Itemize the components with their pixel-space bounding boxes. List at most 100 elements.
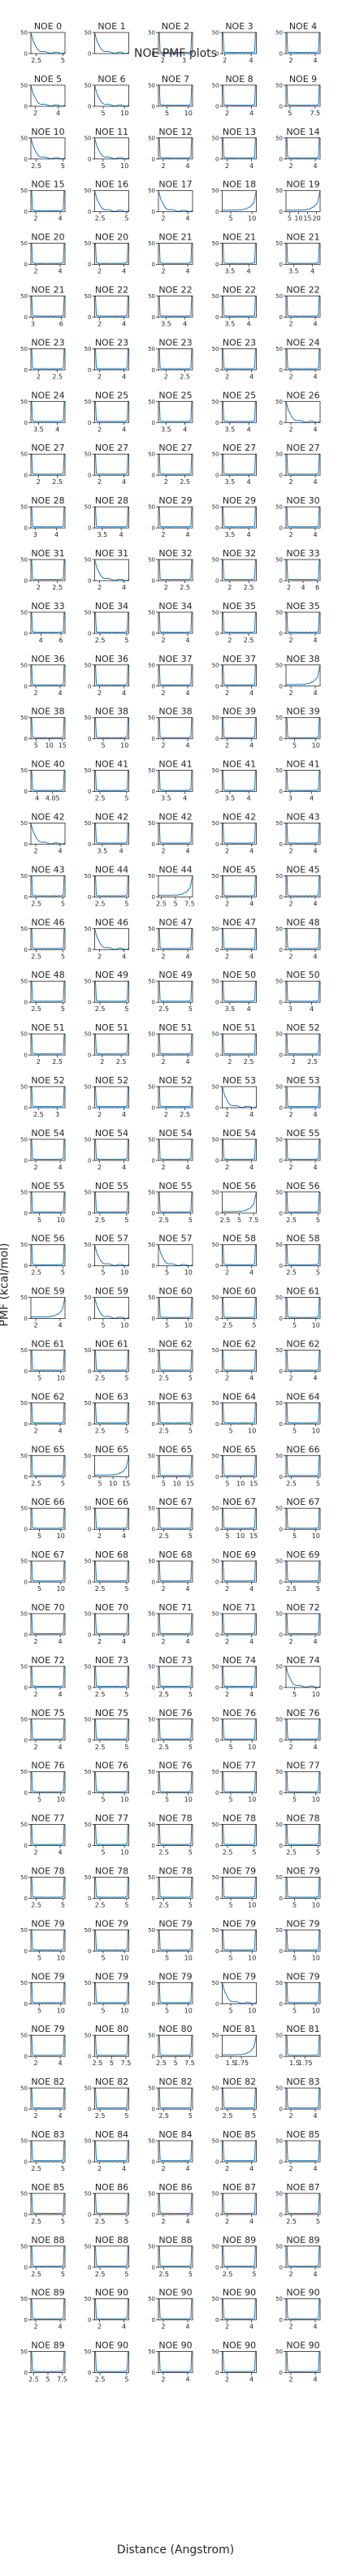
x-tick-label: 2 (161, 268, 165, 275)
subplot-title: NOE 49 (95, 970, 128, 980)
y-tick-label: 50 (20, 1769, 28, 1775)
x-tick-label: 4 (185, 1638, 189, 1645)
x-tick-label: 2 (225, 1269, 229, 1277)
pmf-curve (286, 84, 320, 106)
y-tick-label: 50 (84, 399, 92, 405)
y-tick-label: 50 (148, 926, 155, 932)
axes-frame (30, 2193, 66, 2215)
y-tick-label: 0 (215, 209, 219, 215)
pmf-curve (222, 1824, 257, 1846)
x-tick-label: 3.5 (161, 426, 171, 433)
axes-frame (222, 664, 257, 687)
y-tick-label: 50 (20, 135, 28, 141)
pmf-curve (286, 770, 320, 792)
y-tick-label: 0 (215, 1737, 219, 1744)
pmf-curve (31, 1454, 65, 1476)
pmf-curve (222, 1613, 257, 1635)
y-tick-label: 50 (20, 504, 28, 511)
y-tick-label: 50 (212, 715, 219, 721)
subplot-title: NOE 38 (31, 707, 64, 717)
axes-frame (158, 137, 193, 160)
x-tick-label: 4 (58, 2323, 62, 2331)
axes-frame (285, 1454, 321, 1477)
x-tick-label: 4 (122, 373, 126, 380)
axes-frame (158, 1560, 193, 1583)
y-tick-label: 50 (20, 1874, 28, 1881)
x-tick-label: 2.5 (95, 900, 106, 907)
y-tick-label: 50 (148, 1242, 155, 1248)
subplot-title: NOE 56 (31, 1234, 64, 1244)
x-tick-label: 2 (98, 426, 102, 433)
axes-frame (158, 2245, 193, 2268)
x-tick-label: 2.5 (31, 2165, 41, 2172)
y-tick-label: 50 (84, 1031, 92, 1038)
axes-frame (94, 1244, 129, 1267)
x-tick-label: 2 (225, 1638, 229, 1645)
subplot-title: NOE 79 (31, 2024, 64, 2034)
x-tick-label: 2.5 (95, 2218, 106, 2225)
pmf-curve (94, 2034, 129, 2056)
axes-frame (285, 1982, 321, 2004)
subplot-title: NOE 90 (286, 2340, 319, 2351)
y-tick-label: 50 (212, 504, 219, 511)
y-tick-label: 50 (212, 662, 219, 668)
x-tick-label: 4 (58, 1691, 62, 1698)
x-tick-label: 10 (312, 1532, 320, 1540)
x-tick-label: 10 (120, 1796, 128, 1804)
y-tick-label: 50 (84, 346, 92, 352)
axes-frame (30, 1086, 66, 1109)
axes-frame (94, 664, 129, 687)
y-tick-label: 0 (88, 894, 91, 901)
x-tick-label: 5 (165, 2007, 169, 2014)
axes-frame (94, 2193, 129, 2215)
x-tick-label: 5 (165, 1322, 169, 1329)
x-tick-label: 5 (292, 1322, 297, 1329)
x-tick-label: 4 (247, 321, 251, 328)
subplot-title: NOE 20 (95, 232, 128, 243)
pmf-curve (158, 243, 193, 265)
x-tick-label: 4 (313, 1744, 317, 1751)
y-tick-label: 50 (20, 2138, 28, 2145)
y-tick-label: 50 (275, 135, 283, 141)
x-tick-label: 2.5 (286, 1269, 297, 1277)
x-tick-label: 7.5 (57, 2376, 67, 2384)
subplot-title: NOE 66 (31, 1497, 64, 1507)
x-tick-label: 5 (288, 215, 292, 223)
x-tick-label: 2.5 (95, 637, 106, 644)
y-tick-label: 0 (88, 630, 91, 637)
subplot-title: NOE 84 (95, 2129, 128, 2140)
y-tick-label: 0 (280, 1948, 283, 1955)
y-tick-label: 0 (215, 1527, 219, 1533)
y-tick-label: 50 (20, 979, 28, 985)
y-tick-label: 0 (280, 1210, 283, 1217)
x-tick-label: 4 (313, 531, 317, 538)
y-tick-label: 0 (88, 1580, 91, 1586)
axes-frame (158, 453, 193, 476)
x-tick-label: 2.5 (31, 162, 41, 170)
x-tick-label: 5 (124, 2376, 128, 2384)
x-tick-label: 5 (188, 1005, 193, 1013)
x-tick-label: 4 (313, 848, 317, 855)
x-tick-label: 2 (98, 1164, 102, 1171)
axes-frame (30, 1824, 66, 1847)
axes-frame (222, 1033, 257, 1056)
y-tick-label: 50 (212, 135, 219, 141)
y-tick-label: 50 (275, 2349, 283, 2355)
y-tick-label: 0 (215, 51, 219, 58)
axes-frame (158, 1297, 193, 1319)
subplot-title: NOE 59 (31, 1286, 64, 1297)
subplot-title: NOE 88 (31, 2235, 64, 2245)
